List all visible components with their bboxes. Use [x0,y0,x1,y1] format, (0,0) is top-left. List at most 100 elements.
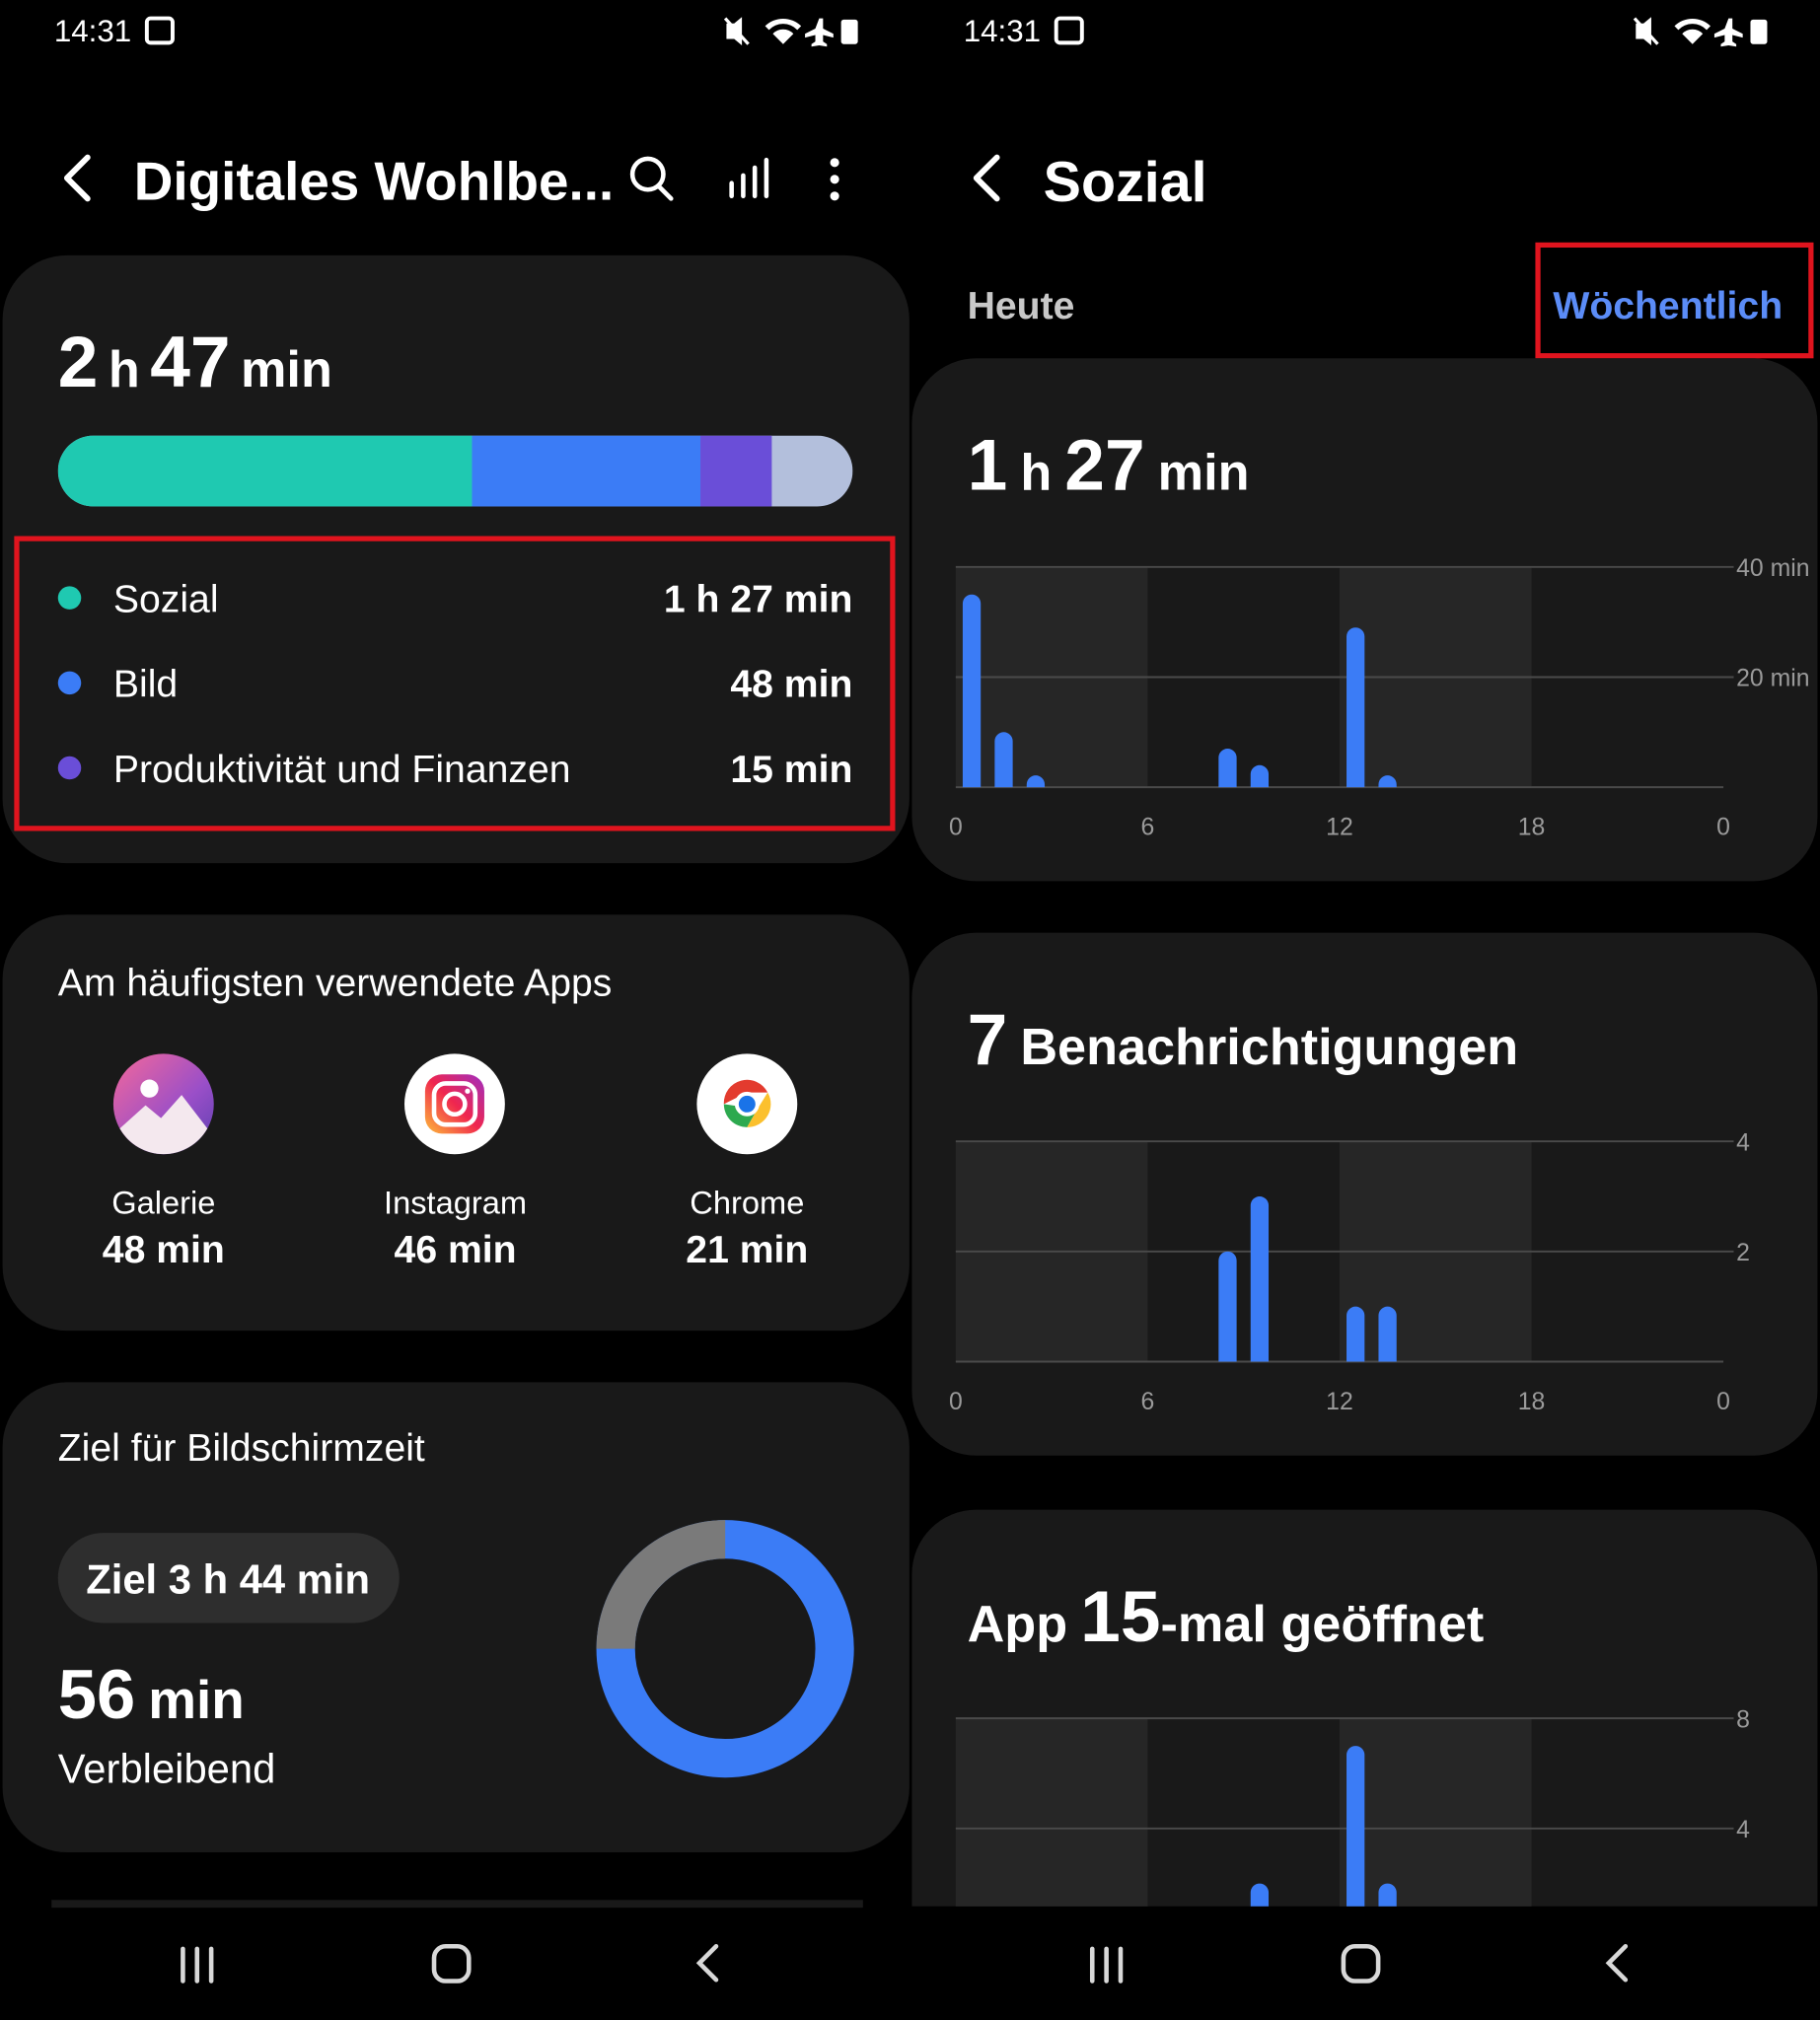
header-title: Digitales Wohlbe... [134,151,614,212]
goal-pill[interactable] [57,1533,400,1623]
x-tick-label: 0 [949,1389,963,1415]
bar [1347,627,1365,788]
back-button[interactable] [973,154,1000,202]
total-part: 2 [58,323,99,402]
status-icon [144,16,175,45]
goal-target: Ziel 3 h 44 min [86,1555,370,1602]
home-button[interactable] [431,1943,472,1984]
headline-part: h [1020,444,1052,501]
category-time: 48 min [730,664,852,706]
usage-bar [57,435,853,507]
gallery-icon[interactable] [112,1053,214,1155]
back-nav-button[interactable] [1605,1943,1629,1983]
chrome-icon[interactable] [696,1053,798,1155]
tab-weekly[interactable]: Wöchentlich [1553,285,1783,327]
chart-card: 7 Benachrichtigungen 2 4 0 6 12 18 0 [911,932,1818,1456]
bar [1026,775,1046,788]
plot-band [955,1718,1148,1907]
app-name: Instagram [384,1184,527,1220]
status-icons [723,17,858,47]
highlight-box [14,536,896,831]
y-tick-label: 2 [1736,1240,1750,1266]
legend-dot [57,586,82,610]
y-tick-label: 4 [1736,1817,1750,1843]
bar [1347,1306,1365,1362]
category-time: 15 min [730,749,852,791]
headline-part: App [968,1596,1068,1653]
bar [1378,775,1397,788]
more-button[interactable] [830,158,839,201]
x-tick-label: 0 [1716,1389,1730,1415]
category-name: Produktivität und Finanzen [113,749,571,791]
back-nav-button[interactable] [695,1943,719,1983]
chart-headline: App 15-mal geöffnet [968,1577,1485,1657]
headline-part: 27 [1064,425,1144,505]
y-tick-label: 40 min [1736,555,1809,582]
bar [1250,1196,1270,1362]
status-time: 14:31 [54,14,131,48]
app-name: Chrome [690,1184,804,1220]
total-part: 47 [150,323,230,402]
legend-dot [57,671,82,695]
tab-today[interactable]: Heute [968,285,1075,327]
chart-card: 1 h 27 min 20 min 40 min 0 6 12 18 0 [911,358,1818,882]
right-screen: 14:31 Sozial Heute Wöchentlich 1 h 27 min20… [911,14,1818,1907]
app-time: 21 min [686,1229,808,1271]
bar [1347,1746,1365,1907]
home-button[interactable] [1341,1943,1381,1984]
x-tick-label: 18 [1518,1389,1546,1415]
instagram-icon[interactable] [404,1053,505,1155]
x-tick-label: 12 [1326,1389,1353,1415]
remaining-number: 56 [58,1655,135,1733]
recents-button[interactable] [181,1946,214,1984]
search-button[interactable] [629,156,674,201]
back-button[interactable] [63,154,91,202]
y-tick-label: 20 min [1736,666,1809,692]
app-time: 48 min [103,1229,225,1271]
status-icons [1633,17,1768,47]
usage-segment [700,435,772,507]
category-list: Sozial 1 h 27 min Bild 48 min Produktivität … [57,579,853,791]
category-time: 1 h 27 min [664,579,853,621]
headline-part: 1 [968,425,1008,505]
app-time: 46 min [395,1229,517,1271]
x-tick-label: 6 [1141,1389,1155,1415]
goal-donut [596,1520,854,1778]
goal-caption: Verbleibend [58,1745,276,1791]
y-tick-label: 4 [1736,1129,1750,1156]
bar [1218,1251,1237,1362]
plot-band [1339,1718,1532,1907]
status-icon [1054,16,1084,45]
headline-part: 7 [968,1000,1008,1080]
apps-title: Am häufigsten verwendete Apps [58,963,613,1005]
recents-button[interactable] [1089,1946,1124,1984]
headline-part: min [1158,444,1250,501]
navigation-bar [181,1943,1629,1984]
goal-remaining: 56 min [58,1655,245,1733]
bar [962,594,982,788]
highlight-box [1535,242,1814,359]
x-tick-label: 18 [1518,814,1546,840]
usage-card[interactable] [2,254,910,864]
total-part: min [241,341,332,398]
status-time: 14:31 [964,14,1041,48]
total-time: 2 h 47 min [58,323,332,402]
app-list: Galerie 48 min Instagram 46 min Chrome 21 min [103,1184,809,1271]
bar [1250,1883,1270,1907]
headline-part: -mal geöffnet [1161,1596,1485,1653]
donut-remaining [596,1520,854,1778]
category-name: Bild [113,664,178,706]
goal-title: Ziel für Bildschirmzeit [58,1427,425,1470]
headline-part: Benachrichtigungen [1020,1019,1518,1076]
usage-segment [472,435,701,507]
x-tick-label: 0 [1716,814,1730,840]
bar [1250,764,1270,788]
bar [1218,749,1237,788]
stats-button[interactable] [729,157,769,199]
chart-headline: 1 h 27 min [968,425,1250,505]
left-screen: 14:31 Digitales Wohlbe... 2 h 47 min Sozial… [2,14,910,1909]
